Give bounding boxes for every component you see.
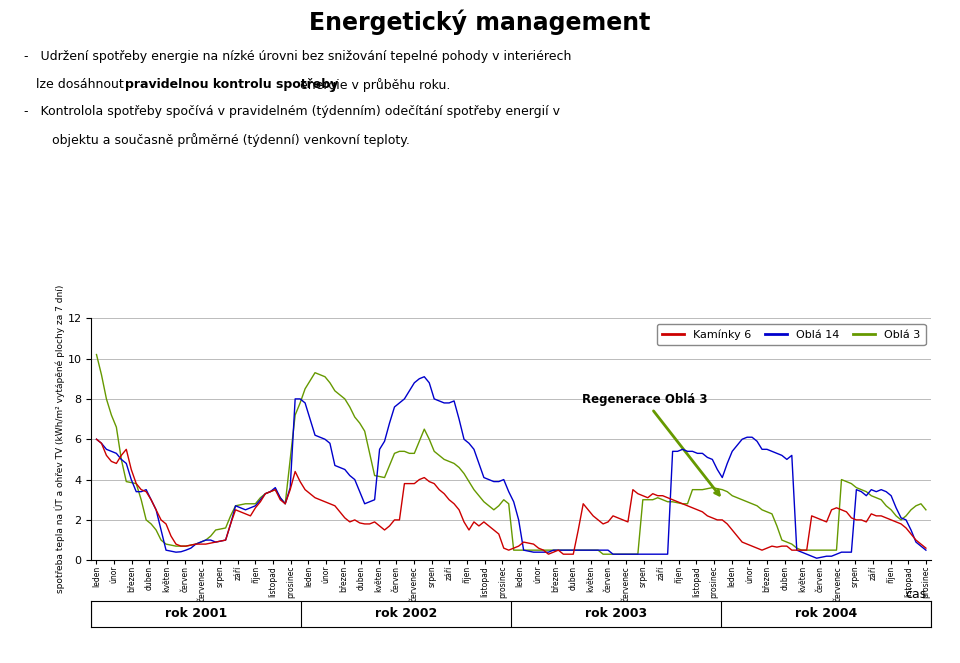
Text: Energetický management: Energetický management bbox=[309, 10, 651, 35]
Text: rok 2002: rok 2002 bbox=[375, 607, 438, 621]
Text: -   Udržení spotřeby energie na nízké úrovni bez snižování tepelné pohody v inte: - Udržení spotřeby energie na nízké úrov… bbox=[24, 50, 571, 63]
Text: rok 2003: rok 2003 bbox=[586, 607, 647, 621]
Y-axis label: spotřeba tepla na ÚT a ohřev TV (kWh/m² vytápěné plochy za 7 dní): spotřeba tepla na ÚT a ohřev TV (kWh/m² … bbox=[54, 285, 64, 593]
Text: Regenerace Oblá 3: Regenerace Oblá 3 bbox=[582, 393, 719, 495]
Text: -   Kontrolola spotřeby spočívá v pravidelném (týdenním) odečítání spotřeby ener: - Kontrolola spotřeby spočívá v pravidel… bbox=[24, 105, 560, 118]
Text: rok 2001: rok 2001 bbox=[165, 607, 228, 621]
Legend: Kamínky 6, Oblá 14, Oblá 3: Kamínky 6, Oblá 14, Oblá 3 bbox=[657, 324, 925, 345]
Text: energie v průběhu roku.: energie v průběhu roku. bbox=[296, 78, 450, 91]
Text: pravidelnou kontrolu spotřeby: pravidelnou kontrolu spotřeby bbox=[125, 78, 338, 91]
Text: rok 2004: rok 2004 bbox=[795, 607, 857, 621]
Text: objektu a současně průměrné (týdenní) venkovní teploty.: objektu a současně průměrné (týdenní) ve… bbox=[36, 133, 410, 147]
Text: čas: čas bbox=[905, 588, 926, 601]
Text: lze dosáhnout: lze dosáhnout bbox=[36, 78, 129, 91]
